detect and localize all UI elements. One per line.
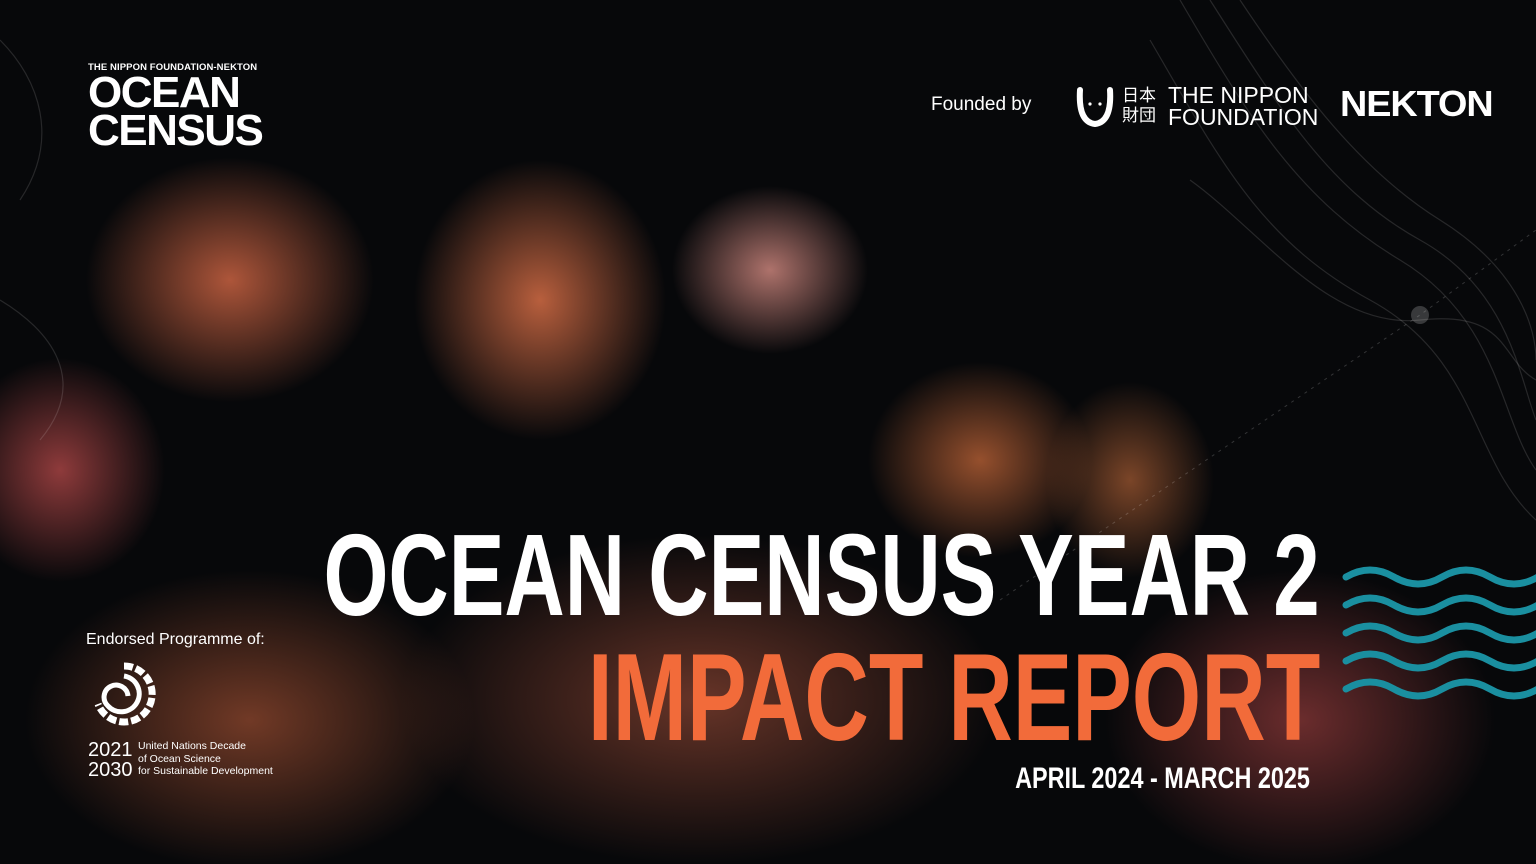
ocean-census-logo: THE NIPPON FOUNDATION-NEKTON OCEAN CENSU… <box>88 62 264 155</box>
logo-line-2: CENSUS <box>88 106 264 155</box>
decade-start-year: 2021 <box>88 739 133 761</box>
nippon-line-2: FOUNDATION <box>1168 104 1319 130</box>
un-ocean-decade-logo: 2021 2030 United Nations Decade of Ocean… <box>88 660 273 780</box>
nippon-line-1: THE NIPPON <box>1168 82 1309 108</box>
founded-by-label: Founded by <box>931 94 1032 115</box>
nekton-logo: NEKTON <box>1340 83 1494 124</box>
nippon-foundation-logo: 日本 財団 THE NIPPON FOUNDATION <box>1076 82 1319 130</box>
report-title: OCEAN CENSUS YEAR 2 <box>323 510 1320 640</box>
waves-decoration <box>1342 566 1536 700</box>
logo-line-1: OCEAN <box>88 68 241 117</box>
nippon-face-icon <box>1076 87 1114 128</box>
un-text-line-1: United Nations Decade <box>138 740 246 752</box>
ocean-decade-spiral-icon <box>94 662 156 726</box>
un-text-line-2: of Ocean Science <box>138 752 221 765</box>
logo-tagline: THE NIPPON FOUNDATION-NEKTON <box>88 62 258 73</box>
un-text-line-3: for Sustainable Development <box>138 765 273 777</box>
endorsed-label: Endorsed Programme of: <box>86 631 265 648</box>
report-subtitle: IMPACT REPORT <box>587 629 1320 767</box>
report-period: APRIL 2024 - MARCH 2025 <box>1015 762 1310 795</box>
decade-end-year: 2030 <box>88 759 133 781</box>
nippon-kanji: 日本 財団 <box>1122 86 1156 126</box>
